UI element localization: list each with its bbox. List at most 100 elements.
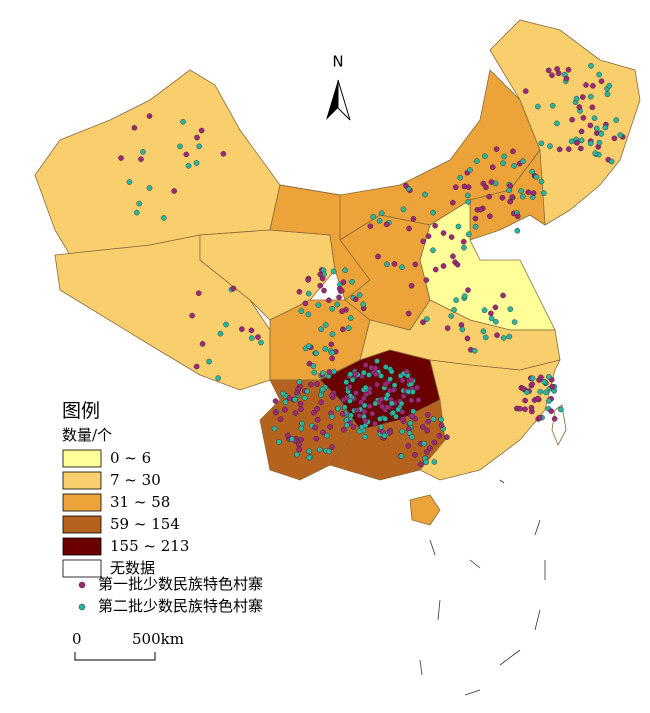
- village-dot: [329, 331, 336, 338]
- village-dot: [277, 416, 284, 423]
- village-dot: [548, 408, 555, 414]
- village-dot: [299, 420, 305, 427]
- village-dot: [509, 194, 516, 200]
- village-dot: [345, 325, 352, 331]
- village-dot: [377, 416, 383, 422]
- village-dot: [405, 310, 412, 317]
- village-dot: [554, 66, 560, 72]
- village-dot: [361, 408, 368, 415]
- village-dot: [317, 271, 324, 278]
- village-dot: [452, 184, 459, 190]
- village-dot: [529, 168, 535, 175]
- village-dot: [118, 155, 124, 161]
- village-dot: [465, 184, 472, 190]
- village-dot: [549, 102, 556, 109]
- village-dot: [362, 418, 369, 424]
- legend-label: 无数据: [110, 559, 155, 577]
- village-dot: [343, 379, 350, 385]
- village-dot: [459, 326, 466, 333]
- village-dot: [126, 179, 133, 185]
- region: [409, 494, 441, 526]
- village-dot: [432, 222, 438, 229]
- village-dot: [193, 363, 200, 370]
- village-dot: [472, 215, 479, 222]
- village-dot: [425, 418, 431, 425]
- village-dot: [440, 263, 447, 269]
- village-dot: [369, 410, 376, 417]
- village-dot: [545, 67, 552, 74]
- village-dot: [342, 267, 348, 274]
- village-dot: [412, 261, 419, 268]
- village-dot: [220, 150, 227, 157]
- village-dot: [320, 429, 326, 436]
- south-sea-islands: [419, 479, 546, 696]
- village-dot: [420, 319, 426, 325]
- village-dot: [573, 95, 580, 102]
- village-dot: [374, 358, 380, 364]
- village-dot: [488, 179, 495, 185]
- legend-swatch: [62, 449, 102, 468]
- village-dot: [576, 104, 583, 110]
- village-dot: [524, 389, 530, 395]
- village-dot: [185, 162, 192, 169]
- village-dot: [387, 429, 393, 436]
- village-dot: [522, 88, 529, 94]
- legend-title: 图例: [62, 400, 100, 422]
- village-dot: [292, 410, 299, 416]
- village-dot: [305, 290, 312, 297]
- legend-swatch: [62, 515, 102, 534]
- village-dot: [362, 433, 368, 440]
- village-dot: [195, 290, 202, 296]
- village-dot: [511, 319, 518, 325]
- village-dot: [347, 315, 354, 321]
- legend: 0 ~ 6 7 ~ 30 31 ~ 58 59 ~ 154 155 ~ 213 无数据第一…: [62, 449, 263, 615]
- village-dot: [329, 413, 335, 420]
- arrow-right: [337, 79, 351, 121]
- village-dot: [546, 398, 552, 404]
- village-dot: [565, 146, 572, 152]
- village-dot: [465, 192, 471, 199]
- legend-label: 7 ~ 30: [110, 471, 161, 489]
- village-dot: [372, 365, 379, 371]
- village-dot: [399, 409, 406, 415]
- village-dot: [374, 381, 380, 388]
- village-dot: [388, 400, 395, 407]
- village-dot: [350, 424, 357, 430]
- village-dot: [587, 93, 594, 100]
- village-dot: [419, 424, 426, 430]
- legend-label: 155 ~ 213: [110, 537, 189, 555]
- village-dot: [362, 384, 369, 391]
- village-dot: [321, 287, 327, 294]
- village-dot: [510, 148, 516, 155]
- village-dot: [596, 71, 602, 78]
- village-dot: [131, 125, 138, 131]
- village-dot: [569, 116, 575, 123]
- village-dot: [298, 425, 305, 432]
- village-dot: [578, 145, 584, 152]
- village-dot: [318, 326, 324, 333]
- village-dot: [617, 132, 624, 138]
- village-dot: [421, 440, 427, 447]
- village-dot: [541, 378, 548, 385]
- village-dot: [547, 143, 553, 149]
- village-dot: [588, 63, 594, 69]
- village-dot: [381, 432, 388, 439]
- village-dot: [427, 445, 433, 451]
- village-dot: [180, 118, 186, 125]
- village-dot: [330, 268, 337, 275]
- village-dot: [305, 343, 312, 349]
- village-dot: [522, 406, 528, 412]
- village-dot: [493, 146, 500, 152]
- village-dot: [465, 287, 471, 293]
- village-dot: [514, 227, 521, 234]
- arrow-left: [326, 80, 338, 120]
- legend-marker: [78, 603, 86, 611]
- village-dot: [483, 184, 489, 191]
- village-dot: [399, 428, 405, 435]
- village-dot: [349, 377, 356, 383]
- village-dot: [306, 448, 312, 455]
- village-dot: [549, 72, 555, 78]
- scale-label: 500km: [132, 630, 184, 648]
- village-dot: [403, 182, 409, 189]
- legend-label: 0 ~ 6: [110, 449, 151, 467]
